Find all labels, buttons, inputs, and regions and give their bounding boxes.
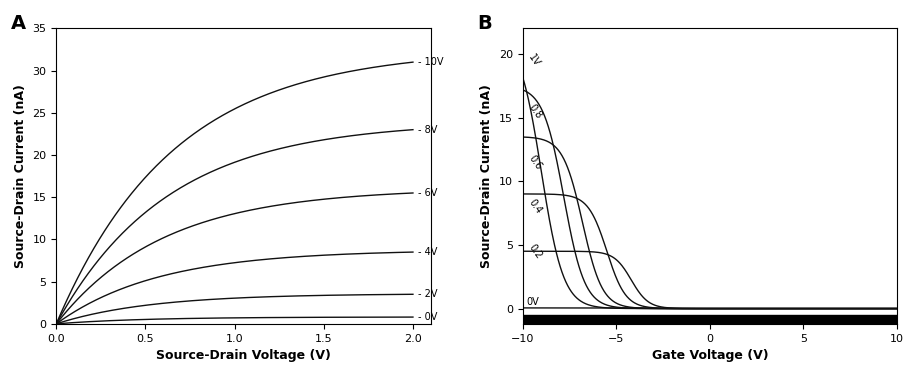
Text: 0.8: 0.8 — [526, 102, 543, 120]
Text: - 2V: - 2V — [419, 289, 438, 299]
Text: 1V: 1V — [526, 52, 542, 68]
Text: B: B — [477, 14, 492, 33]
X-axis label: Gate Voltage (V): Gate Voltage (V) — [652, 349, 768, 362]
Text: - 8V: - 8V — [419, 125, 438, 135]
Bar — [522, 315, 897, 324]
Y-axis label: Source-Drain Current (nA): Source-Drain Current (nA) — [14, 84, 27, 268]
Text: - 10V: - 10V — [419, 57, 443, 67]
Y-axis label: Source-Drain Current (nA): Source-Drain Current (nA) — [480, 84, 493, 268]
Text: 0.6: 0.6 — [526, 153, 543, 171]
Text: - 6V: - 6V — [419, 188, 438, 198]
Text: A: A — [11, 14, 27, 33]
Text: - 0V: - 0V — [419, 312, 438, 322]
X-axis label: Source-Drain Voltage (V): Source-Drain Voltage (V) — [156, 349, 331, 362]
Text: - 4V: - 4V — [419, 247, 438, 257]
Text: 0V: 0V — [526, 297, 539, 307]
Text: 0.2: 0.2 — [526, 242, 543, 261]
Text: 0.4: 0.4 — [526, 197, 543, 216]
